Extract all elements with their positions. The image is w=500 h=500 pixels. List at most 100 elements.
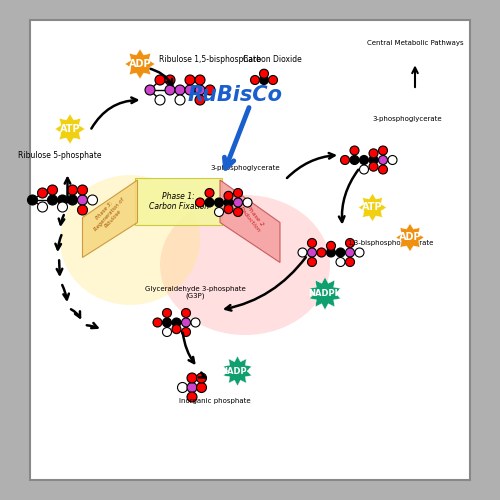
Text: Ribulose 5-phosphate: Ribulose 5-phosphate	[18, 150, 102, 160]
Circle shape	[369, 156, 378, 164]
Circle shape	[346, 238, 354, 248]
Circle shape	[153, 318, 162, 327]
Circle shape	[38, 202, 48, 212]
Circle shape	[234, 198, 242, 207]
Text: 1,3-bisphosphoglycerate: 1,3-bisphosphoglycerate	[347, 240, 433, 246]
Circle shape	[205, 188, 214, 198]
Circle shape	[155, 75, 165, 85]
Circle shape	[182, 318, 190, 327]
FancyBboxPatch shape	[135, 178, 222, 225]
Polygon shape	[220, 180, 280, 262]
Circle shape	[165, 75, 175, 85]
Text: 3-phosphoglycerate: 3-phosphoglycerate	[210, 165, 280, 171]
Circle shape	[378, 156, 388, 164]
Circle shape	[185, 85, 195, 95]
Circle shape	[205, 85, 215, 95]
Circle shape	[196, 382, 206, 392]
Circle shape	[308, 248, 316, 257]
Circle shape	[336, 248, 345, 257]
Circle shape	[196, 198, 204, 207]
Circle shape	[68, 195, 78, 205]
Text: ADP: ADP	[398, 232, 421, 242]
Polygon shape	[396, 224, 424, 252]
Circle shape	[58, 202, 68, 212]
Circle shape	[78, 185, 88, 195]
Text: Inorganic phosphate: Inorganic phosphate	[179, 398, 251, 404]
Circle shape	[346, 258, 354, 266]
Circle shape	[185, 75, 195, 85]
Circle shape	[360, 165, 368, 174]
Circle shape	[187, 382, 197, 392]
Circle shape	[298, 248, 307, 257]
Text: Carbon Dioxide: Carbon Dioxide	[243, 56, 302, 64]
Circle shape	[388, 156, 397, 164]
Circle shape	[346, 248, 354, 257]
Circle shape	[250, 76, 260, 84]
Circle shape	[162, 318, 172, 327]
Circle shape	[326, 248, 336, 257]
Circle shape	[214, 198, 224, 207]
Circle shape	[88, 195, 98, 205]
Circle shape	[308, 238, 316, 248]
Circle shape	[224, 198, 233, 207]
Circle shape	[48, 185, 58, 195]
Circle shape	[145, 85, 155, 95]
Circle shape	[369, 162, 378, 171]
Circle shape	[175, 85, 185, 95]
Circle shape	[224, 192, 233, 200]
Circle shape	[172, 324, 181, 334]
Circle shape	[355, 248, 364, 257]
Circle shape	[196, 373, 206, 383]
Text: 3-phosphoglycerate: 3-phosphoglycerate	[372, 116, 442, 122]
Polygon shape	[55, 114, 85, 144]
Circle shape	[191, 318, 200, 327]
Text: ADP: ADP	[128, 59, 152, 69]
Circle shape	[224, 204, 233, 214]
Circle shape	[268, 76, 278, 84]
Text: Phase 2
Reduction: Phase 2 Reduction	[238, 202, 266, 234]
Circle shape	[214, 208, 224, 216]
Ellipse shape	[60, 175, 200, 305]
Circle shape	[378, 146, 388, 155]
Text: Phase 1:
Carbon Fixation: Phase 1: Carbon Fixation	[148, 192, 209, 211]
Circle shape	[317, 248, 326, 257]
Circle shape	[350, 156, 359, 164]
Circle shape	[195, 85, 205, 95]
Text: Ribulose 1,5-bisphosphate: Ribulose 1,5-bisphosphate	[159, 56, 261, 64]
Circle shape	[48, 195, 58, 205]
Circle shape	[340, 156, 349, 164]
Circle shape	[378, 165, 388, 174]
Text: Glyceraldehyde 3-phosphate
(G3P): Glyceraldehyde 3-phosphate (G3P)	[144, 286, 246, 299]
Circle shape	[38, 188, 48, 198]
Circle shape	[369, 149, 378, 158]
Circle shape	[260, 76, 268, 84]
Circle shape	[178, 382, 188, 392]
Polygon shape	[125, 49, 155, 79]
Circle shape	[360, 156, 368, 164]
Circle shape	[260, 69, 268, 78]
Text: Phase 3:
Regeneration of
Ribulose: Phase 3: Regeneration of Ribulose	[88, 194, 130, 236]
Circle shape	[182, 308, 190, 318]
Text: ATP: ATP	[60, 124, 80, 134]
Ellipse shape	[160, 195, 330, 335]
Text: NADP+: NADP+	[220, 366, 254, 376]
Circle shape	[155, 95, 165, 105]
Text: RuBisCo: RuBisCo	[188, 85, 282, 105]
Circle shape	[172, 318, 181, 327]
Text: NADPH: NADPH	[308, 289, 342, 298]
Text: ATP: ATP	[362, 202, 383, 212]
Circle shape	[243, 198, 252, 207]
Circle shape	[234, 208, 242, 216]
Polygon shape	[223, 356, 252, 386]
Circle shape	[162, 328, 172, 336]
Circle shape	[28, 195, 38, 205]
Circle shape	[68, 185, 78, 195]
Circle shape	[308, 258, 316, 266]
Polygon shape	[358, 194, 386, 222]
Circle shape	[205, 198, 214, 207]
Circle shape	[187, 392, 197, 402]
Circle shape	[234, 188, 242, 198]
Circle shape	[195, 75, 205, 85]
Circle shape	[182, 328, 190, 336]
FancyBboxPatch shape	[30, 20, 470, 480]
